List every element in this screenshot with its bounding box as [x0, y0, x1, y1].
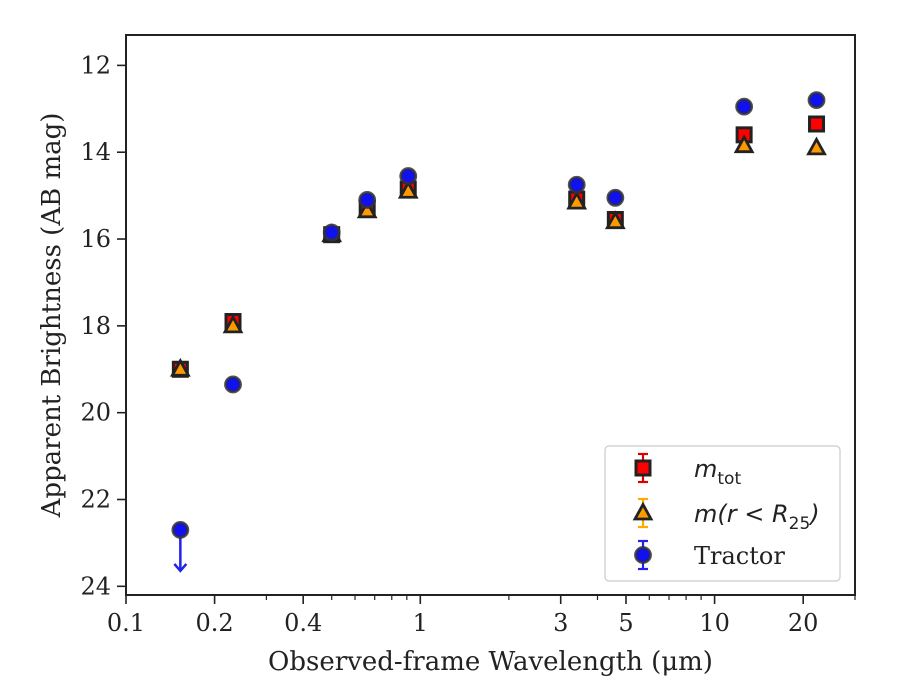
legend-label: m(r < R25)	[694, 500, 820, 534]
data-point	[808, 115, 826, 133]
y-tick-label: 20	[80, 399, 111, 427]
data-point	[806, 136, 827, 156]
y-tick-label: 12	[80, 51, 111, 79]
x-tick-label: 3	[553, 609, 568, 637]
data-point	[397, 179, 419, 199]
data-point	[604, 210, 626, 230]
x-tick-label: 1	[413, 609, 428, 637]
data-point	[733, 134, 755, 154]
legend: mtot m(r < R25) Tractor	[604, 445, 841, 582]
x-tick-label: 0.4	[284, 609, 322, 637]
legend-label: mtot	[694, 455, 741, 489]
data-point	[735, 97, 754, 116]
x-tick-label: 0.1	[107, 609, 145, 637]
data-point	[358, 191, 377, 209]
y-tick-label: 14	[80, 138, 111, 166]
data-point	[356, 199, 378, 219]
plot-frame	[125, 34, 856, 596]
x-tick-label: 5	[618, 609, 633, 637]
data-point	[399, 167, 418, 185]
legend-marker	[632, 501, 654, 521]
axis-ticks: 0.1 0.2 0.4 1 3 5 10 20 12 14 16 18 20 22 24	[80, 51, 856, 637]
data-point	[606, 188, 625, 207]
y-tick-label: 24	[80, 572, 111, 600]
y-tick-label: 22	[80, 485, 111, 513]
upper-limit-arrowhead	[173, 563, 188, 573]
data-point	[224, 375, 242, 394]
x-tick-label: 0.2	[196, 609, 234, 637]
x-tick-label: 10	[699, 609, 730, 637]
legend-marker	[634, 459, 652, 477]
x-axis-label: Observed-frame Wavelength (μm)	[268, 647, 713, 677]
data-point	[222, 314, 244, 334]
legend-marker	[634, 546, 652, 564]
data-point	[171, 520, 190, 539]
series-circle	[171, 91, 826, 573]
data-point	[567, 175, 586, 194]
legend-label: Tractor	[694, 542, 785, 570]
x-tick-label: 20	[788, 609, 819, 637]
y-axis-label: Apparent Brightness (AB mag)	[37, 113, 67, 519]
y-tick-label: 16	[80, 225, 111, 253]
data-point	[566, 190, 588, 210]
data-point	[322, 223, 341, 242]
data-marks	[169, 91, 827, 573]
data-point	[169, 357, 191, 377]
data-point	[807, 91, 826, 110]
y-tick-label: 18	[80, 312, 111, 340]
legend-box	[604, 445, 841, 582]
